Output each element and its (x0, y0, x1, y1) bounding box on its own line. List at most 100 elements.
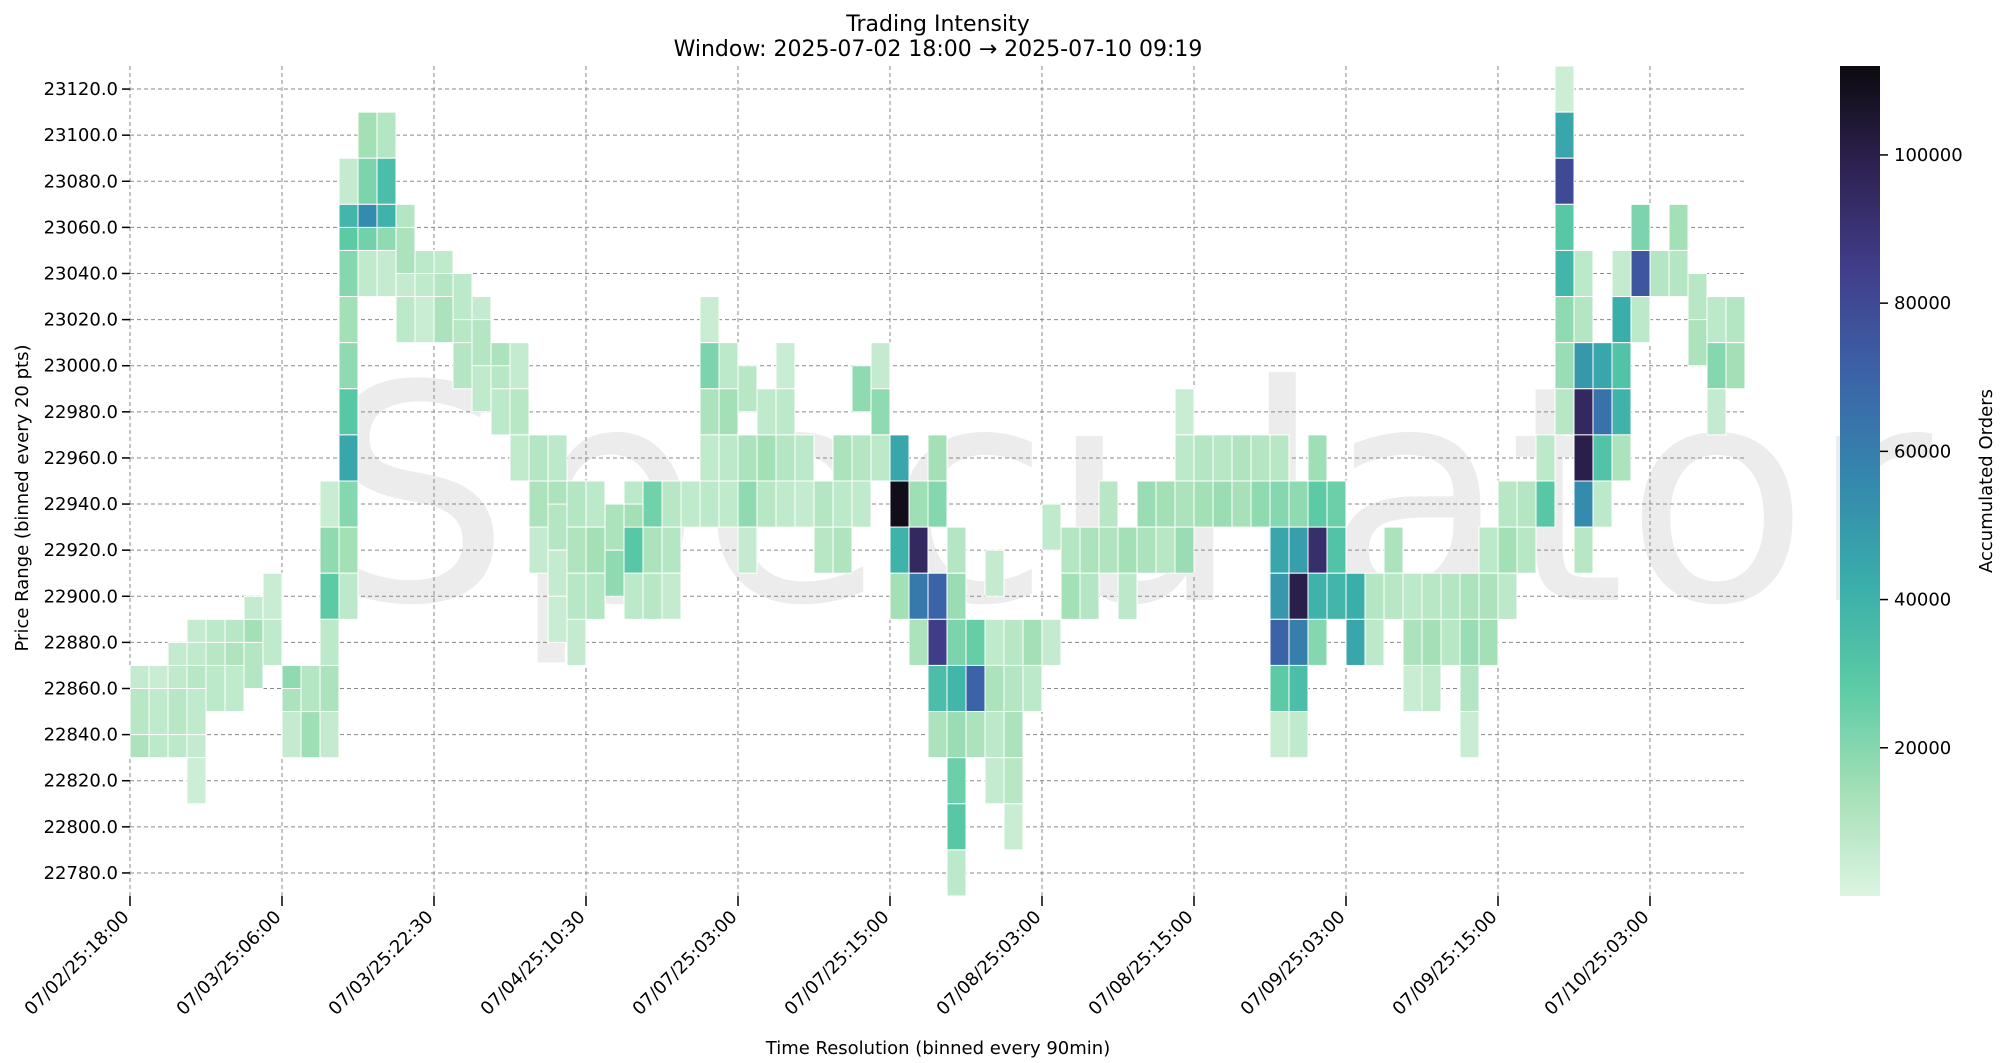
heatmap-cell (756, 434, 777, 482)
heatmap-cell (946, 757, 967, 805)
heatmap-cell (946, 572, 967, 620)
heatmap-cell (262, 618, 283, 666)
heatmap-cell (1592, 388, 1613, 436)
heatmap-cell (927, 618, 948, 666)
heatmap-cell (1573, 388, 1594, 436)
heatmap-cell (1497, 526, 1518, 574)
heatmap-cell (718, 480, 739, 528)
y-tick-label: 22780.0 (44, 863, 118, 884)
y-tick-label: 23120.0 (44, 79, 118, 100)
heatmap-cell (395, 296, 416, 344)
heatmap-cell (1687, 319, 1708, 367)
heatmap-cell (1288, 526, 1309, 574)
colorbar-label: Accumulated Orders (1976, 389, 1997, 573)
heatmap-cell (1117, 572, 1138, 620)
heatmap-cell (1497, 480, 1518, 528)
heatmap-cell (1706, 296, 1727, 344)
heatmap-cell (1630, 203, 1651, 251)
heatmap-cell (319, 572, 340, 620)
heatmap-cell (1079, 572, 1100, 620)
y-tick-label: 23040.0 (44, 264, 118, 285)
heatmap-cell (338, 572, 359, 620)
heatmap-cell (851, 434, 872, 482)
heatmap-cell (205, 664, 226, 713)
heatmap-cell (490, 388, 511, 436)
heatmap-cell (1573, 249, 1594, 298)
heatmap-cell (186, 757, 207, 805)
heatmap-cell (1725, 296, 1746, 344)
heatmap-cell (1402, 572, 1423, 620)
heatmap-cell (1193, 480, 1214, 528)
heatmap-cell (1288, 664, 1309, 713)
y-tick-label: 23060.0 (44, 217, 118, 238)
heatmap-cell (1269, 711, 1290, 759)
heatmap-cell (1364, 618, 1385, 666)
heatmap-cell (1459, 664, 1480, 713)
heatmap-cell (1554, 65, 1575, 113)
heatmap-cell (338, 296, 359, 344)
heatmap-cell (1041, 503, 1062, 551)
heatmap-cell (699, 342, 720, 390)
heatmap-cell (775, 480, 796, 528)
heatmap-cell (1516, 526, 1537, 574)
heatmap-cell (338, 434, 359, 482)
colorbar-tick-label: 60000 (1894, 441, 1951, 462)
x-tick-label: 07/09/25:15:00 (1389, 907, 1502, 1020)
heatmap-cell (129, 688, 150, 736)
y-axis-ticks: 22780.0 22800.0 22820.0 22840.0 22860.0 22880… (44, 79, 130, 884)
heatmap-cell (319, 711, 340, 759)
heatmap-cell (1326, 572, 1347, 620)
heatmap-cell (357, 157, 378, 205)
y-tick-label: 22860.0 (44, 679, 118, 700)
heatmap-cell (775, 388, 796, 436)
heatmap-cell (813, 480, 834, 528)
y-tick-label: 22800.0 (44, 817, 118, 838)
heatmap-cell (1345, 572, 1366, 620)
heatmap-cell (604, 503, 625, 551)
heatmap-cell (338, 157, 359, 205)
heatmap-cell (623, 572, 644, 620)
heatmap-cell (1668, 249, 1689, 298)
heatmap-cell (642, 526, 663, 574)
heatmap-cell (1136, 480, 1157, 528)
heatmap-cell (281, 711, 302, 759)
chart-title: Trading Intensity (845, 12, 1029, 37)
heatmap-cell (889, 526, 910, 574)
heatmap-cell (1003, 711, 1024, 759)
heatmap-cell (832, 526, 853, 574)
heatmap-cell (908, 526, 929, 574)
heatmap-cell (946, 664, 967, 713)
heatmap-cell (984, 711, 1005, 759)
heatmap-cell (224, 664, 245, 713)
heatmap-cell (300, 664, 321, 713)
chart-subtitle: Window: 2025-07-02 18:00 → 2025-07-10 09… (674, 37, 1203, 62)
heatmap-cell (1041, 618, 1062, 666)
heatmap-cell (699, 296, 720, 344)
heatmap-cell (813, 526, 834, 574)
heatmap-cell (718, 388, 739, 436)
heatmap-cell (1022, 618, 1043, 666)
heatmap-cell (1554, 249, 1575, 298)
heatmap-cell (585, 526, 606, 574)
heatmap-cell (471, 365, 492, 413)
y-tick-label: 22940.0 (44, 494, 118, 515)
heatmap-cell (1554, 296, 1575, 344)
heatmap-cell (1554, 342, 1575, 390)
heatmap-cell (338, 342, 359, 390)
heatmap-cell (1421, 618, 1442, 666)
heatmap-cell (737, 480, 758, 528)
heatmap-cell (1592, 434, 1613, 482)
heatmap-cell (1440, 618, 1461, 666)
heatmap-cell (889, 572, 910, 620)
heatmap-cell (1288, 572, 1309, 620)
heatmap-cell (737, 434, 758, 482)
heatmap-cell (1706, 388, 1727, 436)
heatmap-cell (338, 249, 359, 298)
heatmap-cell (870, 342, 891, 390)
x-tick-label: 07/07/25:03:00 (629, 907, 742, 1020)
x-tick-label: 07/07/25:15:00 (781, 907, 894, 1020)
heatmap-cell (718, 342, 739, 390)
heatmap-cell (1269, 618, 1290, 666)
heatmap-cell (1250, 434, 1271, 482)
heatmap-cell (775, 434, 796, 482)
